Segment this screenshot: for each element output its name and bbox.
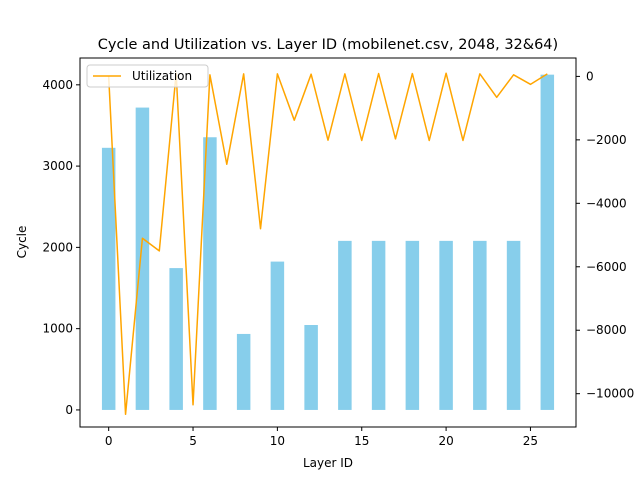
legend-box bbox=[86, 64, 209, 88]
y2-tick-label: 0 bbox=[586, 69, 594, 83]
y-axis-label: Cycle bbox=[15, 226, 29, 259]
bar-layer-14 bbox=[338, 240, 352, 410]
bar-layer-24 bbox=[506, 240, 521, 410]
legend: Utilization bbox=[86, 64, 209, 88]
bar-layer-0 bbox=[101, 147, 116, 410]
y2-tick-label: −10000 bbox=[586, 387, 634, 401]
utilization-line bbox=[107, 72, 548, 416]
bar-layer-12 bbox=[304, 325, 318, 410]
bar-layer-6 bbox=[203, 137, 217, 410]
x-axis-label: Layer ID bbox=[303, 456, 353, 470]
y-tick-label: 3000 bbox=[42, 159, 73, 173]
y-axis-left: 0 1000 2000 3000 4000 bbox=[42, 78, 80, 417]
x-tick-label: 15 bbox=[354, 434, 369, 448]
y-tick-label: 2000 bbox=[42, 240, 73, 254]
plot-frame bbox=[79, 57, 577, 428]
x-tick-label: 10 bbox=[270, 434, 285, 448]
y-tick-label: 1000 bbox=[42, 322, 73, 336]
x-tick-label: 5 bbox=[189, 434, 197, 448]
x-tick-label: 0 bbox=[105, 434, 113, 448]
bar-layer-26 bbox=[540, 74, 555, 410]
bar-layer-22 bbox=[473, 240, 487, 410]
x-axis: 0 5 10 15 20 25 bbox=[105, 427, 538, 448]
bar-layer-10 bbox=[270, 261, 285, 410]
y2-tick-label: −6000 bbox=[586, 260, 627, 274]
y2-tick-label: −4000 bbox=[586, 196, 627, 210]
bar-layer-8 bbox=[236, 333, 251, 410]
chart-title: Cycle and Utilization vs. Layer ID (mobi… bbox=[98, 37, 558, 53]
legend-label-utilization: Utilization bbox=[132, 69, 192, 83]
bar-layer-16 bbox=[371, 240, 386, 410]
bar-layer-20 bbox=[439, 240, 453, 410]
bar-layer-4 bbox=[169, 268, 183, 410]
line-layer bbox=[107, 72, 548, 416]
y2-tick-label: −2000 bbox=[586, 133, 627, 147]
y-tick-label: 0 bbox=[65, 403, 73, 417]
x-tick-label: 20 bbox=[438, 434, 453, 448]
bar-layer-2 bbox=[135, 107, 150, 410]
y2-tick-label: −8000 bbox=[586, 323, 627, 337]
bar-layer-18 bbox=[405, 240, 420, 410]
y-axis-right: −10000 −8000 −6000 −4000 −2000 0 bbox=[576, 69, 634, 401]
x-tick-label: 25 bbox=[523, 434, 538, 448]
bars-layer bbox=[101, 74, 555, 410]
y-tick-label: 4000 bbox=[42, 78, 73, 92]
